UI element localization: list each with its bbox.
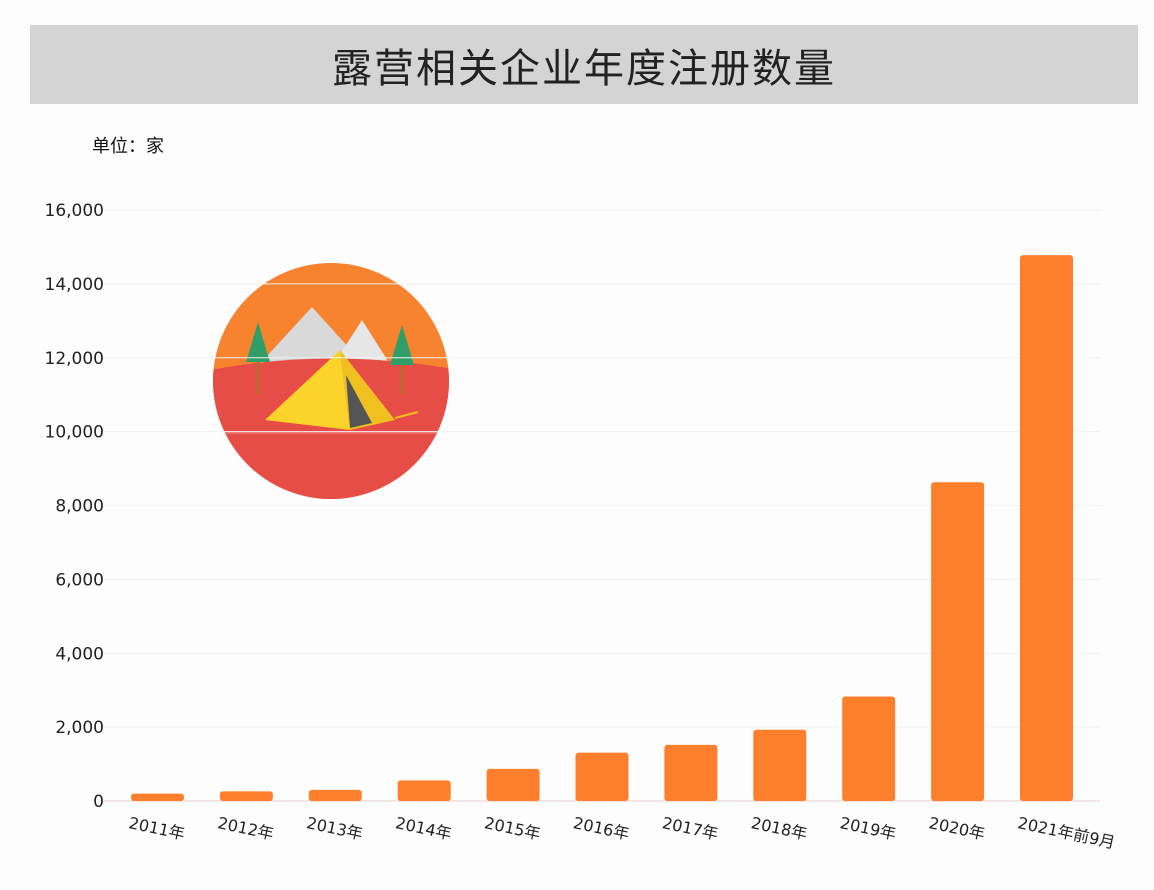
y-tick-label: 8,000: [55, 497, 104, 517]
bar: [131, 793, 184, 801]
unit-label: 单位：家: [92, 136, 164, 157]
x-tick-label: 2013年: [305, 813, 364, 843]
bar: [931, 482, 985, 801]
y-tick-label: 14,000: [45, 275, 104, 295]
title-band: 露营相关企业年度注册数量: [30, 25, 1138, 104]
bar: [308, 789, 362, 801]
x-tick-label: 2017年: [661, 813, 720, 843]
bar: [1020, 255, 1073, 802]
x-tick-label: 2021年前9月: [1016, 813, 1117, 852]
bar: [664, 744, 718, 801]
x-tick-label: 2020年: [927, 813, 986, 843]
y-tick-label: 0: [93, 792, 104, 812]
chart-title: 露营相关企业年度注册数量: [332, 45, 836, 92]
x-tick-label: 2018年: [749, 813, 808, 843]
y-tick-label: 12,000: [45, 349, 104, 369]
bar: [575, 752, 629, 801]
x-tick-label: 2015年: [483, 813, 542, 843]
y-tick-label: 10,000: [45, 423, 104, 443]
bar: [753, 729, 807, 801]
tree-icon: [246, 322, 414, 395]
x-tick-label: 2012年: [216, 813, 275, 843]
x-tick-label: 2019年: [838, 813, 897, 843]
camping-illustration: [213, 263, 449, 499]
bar: [842, 696, 896, 801]
bar: [486, 768, 540, 801]
y-tick-label: 6,000: [55, 570, 104, 590]
bar: [219, 791, 273, 801]
x-tick-label: 2011年: [127, 813, 186, 843]
y-tick-label: 16,000: [45, 201, 104, 221]
bar: [397, 780, 451, 801]
x-tick-label: 2014年: [394, 813, 453, 843]
y-tick-label: 2,000: [55, 718, 104, 738]
y-tick-label: 4,000: [55, 644, 104, 664]
tent-icon: [265, 350, 419, 430]
x-tick-label: 2016年: [572, 813, 631, 843]
